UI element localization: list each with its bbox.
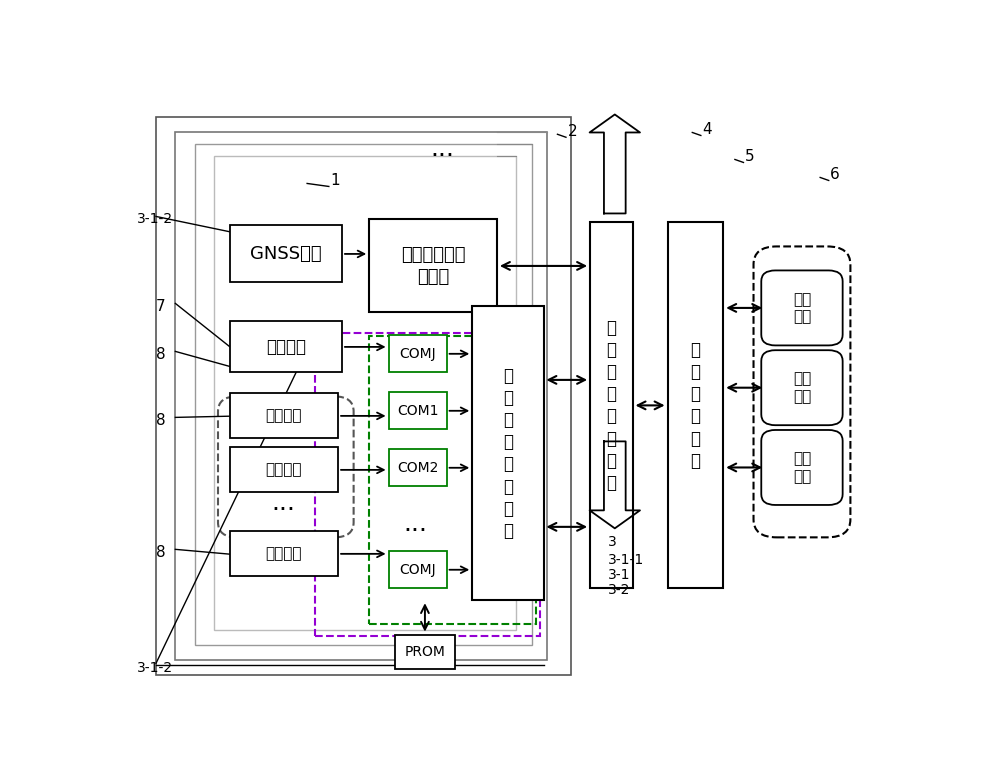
Bar	[175, 132, 547, 661]
Bar	[156, 118, 571, 675]
Text: 3-1-2: 3-1-2	[137, 661, 174, 675]
FancyBboxPatch shape	[761, 270, 843, 345]
Text: 8: 8	[156, 347, 166, 362]
Text: 多
路
串
口
数
据
处
理: 多 路 串 口 数 据 处 理	[503, 367, 513, 540]
Text: 3-2: 3-2	[608, 583, 630, 597]
Text: 固态
硬盘: 固态 硬盘	[793, 291, 811, 324]
Bar	[395, 635, 455, 669]
Text: 2: 2	[568, 124, 577, 139]
Text: COMJ: COMJ	[399, 347, 436, 361]
Bar	[388, 552, 447, 588]
Text: 固态
硬盘: 固态 硬盘	[793, 451, 811, 484]
Text: ···: ···	[431, 144, 455, 168]
Bar	[590, 223, 633, 588]
Text: 3: 3	[608, 535, 617, 549]
Bar	[214, 157, 516, 630]
Text: PROM: PROM	[404, 645, 445, 659]
Text: COM2: COM2	[397, 460, 438, 474]
Bar	[230, 393, 338, 439]
Text: 5: 5	[745, 149, 755, 164]
Bar	[472, 306, 544, 601]
Text: 被试设备: 被试设备	[266, 463, 302, 478]
Text: 1: 1	[330, 173, 340, 188]
Bar	[230, 447, 338, 492]
Text: 基准设备: 基准设备	[266, 338, 306, 356]
Text: 工
业
控
制
主
机: 工 业 控 制 主 机	[690, 341, 700, 470]
Text: 3-1-2: 3-1-2	[137, 213, 174, 227]
Text: COM1: COM1	[397, 404, 438, 418]
Bar	[315, 333, 540, 636]
Bar	[668, 223, 723, 588]
Bar	[230, 225, 342, 283]
Text: 4: 4	[702, 122, 712, 137]
FancyBboxPatch shape	[761, 351, 843, 425]
Text: 固态
硬盘: 固态 硬盘	[793, 372, 811, 404]
Text: 8: 8	[156, 413, 166, 428]
Text: 8: 8	[156, 545, 166, 560]
Bar	[369, 220, 497, 312]
Text: 6: 6	[830, 167, 840, 182]
Text: COMJ: COMJ	[399, 562, 436, 576]
Bar	[388, 449, 447, 486]
Bar	[388, 392, 447, 429]
Text: ···: ···	[404, 520, 428, 544]
Text: GNSS设备: GNSS设备	[250, 245, 322, 263]
Bar	[230, 531, 338, 576]
Text: 被试设备: 被试设备	[266, 408, 302, 424]
Bar	[388, 335, 447, 372]
Text: 3-1-1: 3-1-1	[608, 553, 644, 567]
Text: 7: 7	[156, 299, 166, 314]
Text: 高精度多路授
时模块: 高精度多路授 时模块	[401, 246, 465, 286]
Bar	[195, 144, 532, 645]
FancyBboxPatch shape	[761, 430, 843, 505]
Bar	[369, 337, 536, 624]
Bar	[230, 322, 342, 372]
Text: 3-1: 3-1	[608, 568, 630, 582]
Text: ···: ···	[272, 499, 296, 523]
Text: 高
速
光
纤
串
行
总
线: 高 速 光 纤 串 行 总 线	[606, 319, 616, 492]
Text: 被试设备: 被试设备	[266, 546, 302, 562]
